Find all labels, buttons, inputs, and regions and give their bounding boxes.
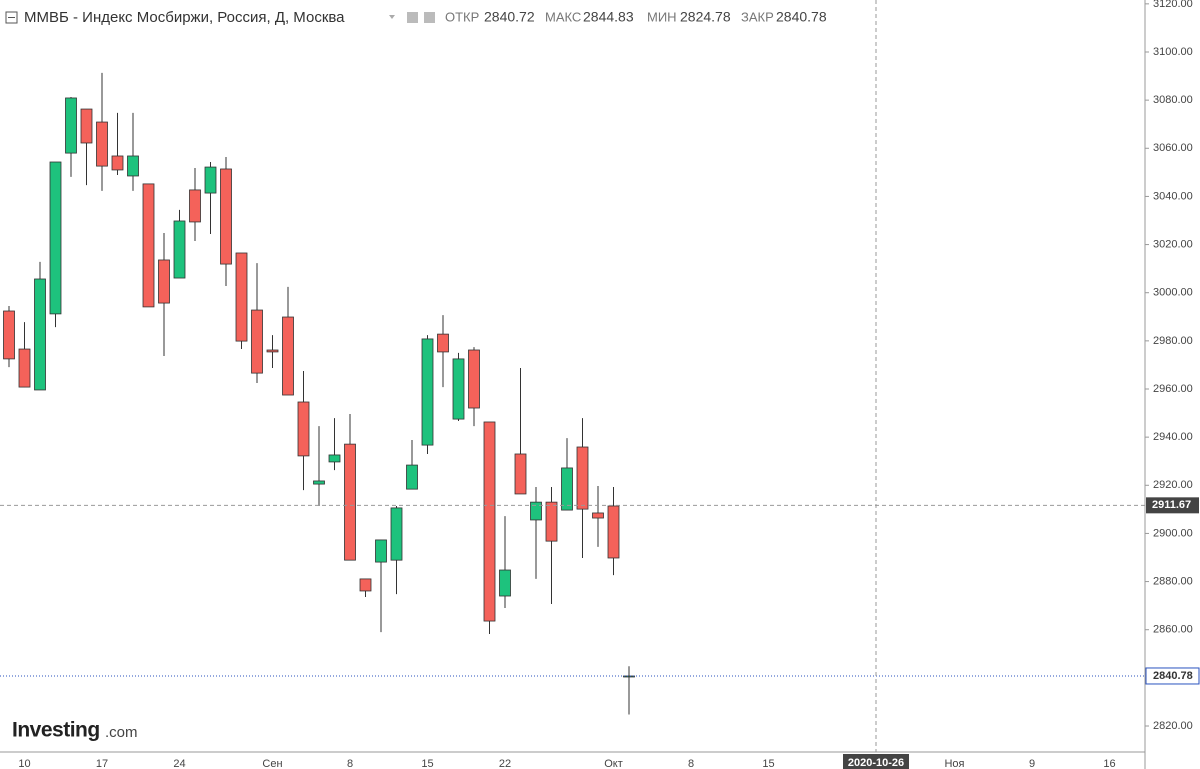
open-value: 2840.72: [484, 9, 535, 25]
x-tick-label: 24: [173, 758, 185, 769]
x-tick-label: 10: [18, 758, 30, 769]
low-label: МИН: [647, 9, 677, 24]
candle-body: [235, 252, 248, 342]
watermark-brand: Investing: [12, 719, 100, 742]
candle-body: [499, 569, 511, 597]
y-tick-label: 3080.00: [1153, 94, 1193, 106]
crosshair-x-box: [843, 754, 909, 769]
chart-title: ММВБ - Индекс Мосбиржи, Россия, Д, Москв…: [24, 9, 345, 26]
candle-body: [297, 401, 310, 457]
x-tick-label: 16: [1103, 758, 1115, 769]
y-tick-label: 3000.00: [1153, 287, 1193, 299]
candle-body: [142, 183, 155, 308]
dropdown-arrow[interactable]: [389, 15, 395, 19]
candle-body: [96, 121, 108, 167]
y-tick-label: 2940.00: [1153, 431, 1193, 443]
watermark-suffix: .com: [105, 724, 138, 741]
candle-body: [3, 310, 15, 360]
candle-body: [18, 348, 31, 388]
candle-body: [545, 501, 558, 542]
y-tick-label: 3040.00: [1153, 190, 1193, 202]
candle-body: [282, 316, 294, 396]
candle-body: [530, 501, 542, 521]
crosshair-y-label: 2911.67: [1152, 499, 1191, 511]
y-tick-label: 2960.00: [1153, 383, 1193, 395]
candle-body: [173, 220, 186, 279]
x-tick-label: 22: [499, 758, 511, 769]
y-tick-label: 2920.00: [1153, 479, 1193, 491]
settings-icon[interactable]: [407, 12, 418, 23]
candle-body: [623, 675, 635, 678]
candle-body: [328, 454, 341, 463]
y-tick-label: 3120.00: [1153, 0, 1193, 10]
candle-body: [375, 539, 387, 563]
x-tick-label: Окт: [604, 758, 623, 769]
candle-body: [220, 168, 232, 265]
x-tick-label: 15: [421, 758, 433, 769]
candle-body: [483, 421, 496, 622]
crosshair-x-label: 2020-10-26: [848, 757, 904, 769]
candle-body: [452, 358, 465, 420]
open-label: ОТКР: [445, 9, 479, 24]
candle-body: [266, 349, 279, 353]
candle-body: [359, 578, 372, 592]
candle-body: [127, 155, 139, 177]
crosshair-y-box: [1146, 497, 1199, 514]
y-tick-label: 2900.00: [1153, 527, 1193, 539]
close-value: 2840.78: [776, 9, 827, 25]
candle-body: [406, 464, 418, 490]
candle-body: [80, 108, 93, 144]
y-tick-label: 2980.00: [1153, 335, 1193, 347]
x-tick-label: Сен: [262, 758, 282, 769]
y-tick-label: 3100.00: [1153, 46, 1193, 58]
y-tick-label: 3060.00: [1153, 142, 1193, 154]
settings-icon[interactable]: [424, 12, 435, 23]
candle-body: [421, 338, 434, 446]
candle-body: [514, 453, 527, 495]
low-value: 2824.78: [680, 9, 731, 25]
close-label: ЗАКР: [741, 9, 774, 24]
x-tick-label: 9: [1029, 758, 1035, 769]
candle-body: [468, 349, 480, 409]
high-value: 2844.83: [583, 9, 634, 25]
candle-body: [251, 309, 263, 374]
last-price-label: 2840.78: [1153, 670, 1193, 682]
collapse-icon[interactable]: [5, 11, 18, 24]
candle-body: [437, 333, 449, 353]
y-tick-label: 2880.00: [1153, 575, 1193, 587]
candle-body: [111, 155, 124, 171]
x-tick-label: 8: [347, 758, 353, 769]
y-tick-label: 2820.00: [1153, 720, 1193, 732]
y-tick-label: 2860.00: [1153, 624, 1193, 636]
candle-body: [576, 446, 589, 510]
candle-body: [607, 505, 620, 559]
last-price-box: [1145, 667, 1200, 685]
candle-body: [390, 507, 403, 561]
x-tick-label: 15: [762, 758, 774, 769]
candle-body: [561, 467, 573, 511]
x-tick-label: 8: [688, 758, 694, 769]
candle-body: [49, 161, 62, 315]
candle-body: [204, 166, 217, 194]
high-label: МАКС: [545, 9, 581, 24]
candle-body: [592, 512, 604, 519]
x-tick-label: Ноя: [944, 758, 964, 769]
candle-body: [34, 278, 46, 391]
y-tick-label: 3020.00: [1153, 238, 1193, 250]
candle-body: [65, 97, 77, 154]
x-tick-label: 17: [96, 758, 108, 769]
candle-body: [158, 259, 170, 304]
candle-body: [189, 189, 201, 223]
candle-body: [344, 443, 356, 561]
candle-body: [313, 480, 325, 485]
